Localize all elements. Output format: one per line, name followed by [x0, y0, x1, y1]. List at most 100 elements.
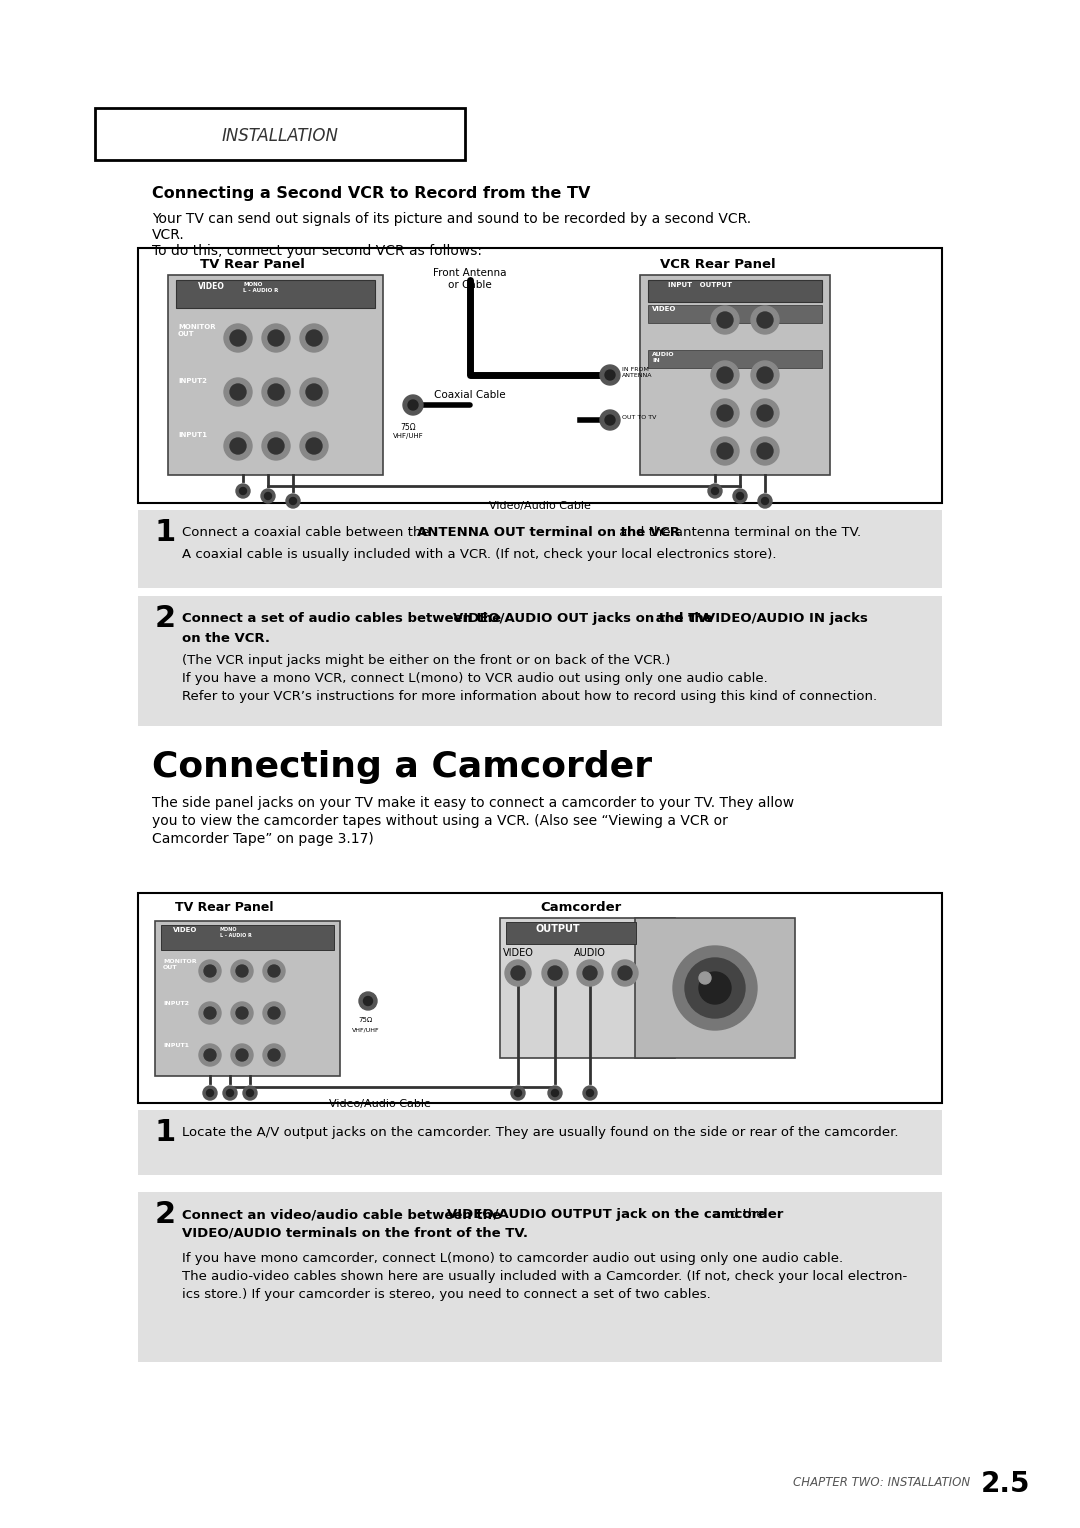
Circle shape [733, 489, 747, 503]
Circle shape [206, 1089, 214, 1097]
Circle shape [237, 1050, 248, 1060]
Circle shape [240, 487, 246, 495]
Circle shape [224, 377, 252, 406]
Circle shape [711, 361, 739, 390]
Circle shape [711, 437, 739, 465]
Circle shape [231, 1002, 253, 1024]
Circle shape [286, 494, 300, 507]
Circle shape [265, 492, 271, 500]
Circle shape [230, 439, 246, 454]
Text: 2: 2 [156, 604, 176, 633]
Circle shape [246, 1089, 254, 1097]
Circle shape [230, 330, 246, 345]
Circle shape [757, 405, 773, 422]
FancyBboxPatch shape [138, 248, 942, 503]
Text: If you have a mono VCR, connect L(mono) to VCR audio out using only one audio ca: If you have a mono VCR, connect L(mono) … [183, 672, 768, 685]
Circle shape [758, 494, 772, 507]
Circle shape [237, 1007, 248, 1019]
Circle shape [717, 367, 733, 384]
Text: AUDIO
IN: AUDIO IN [652, 351, 675, 362]
Circle shape [230, 384, 246, 400]
Text: INPUT2: INPUT2 [178, 377, 207, 384]
Circle shape [548, 1086, 562, 1100]
Circle shape [227, 1089, 233, 1097]
Circle shape [199, 1002, 221, 1024]
Circle shape [199, 960, 221, 983]
Circle shape [268, 384, 284, 400]
FancyBboxPatch shape [648, 280, 822, 303]
Circle shape [264, 1044, 285, 1067]
Text: ANTENNA OUT terminal on the VCR: ANTENNA OUT terminal on the VCR [417, 526, 680, 539]
Circle shape [403, 396, 423, 416]
Text: INPUT2: INPUT2 [163, 1001, 189, 1005]
FancyBboxPatch shape [138, 596, 942, 726]
Text: Video/Audio Cable: Video/Audio Cable [489, 501, 591, 510]
Circle shape [300, 324, 328, 351]
Text: VHF/UHF: VHF/UHF [352, 1027, 380, 1031]
FancyBboxPatch shape [156, 921, 340, 1076]
Circle shape [600, 410, 620, 429]
Circle shape [268, 330, 284, 345]
FancyBboxPatch shape [640, 275, 831, 475]
Circle shape [751, 306, 779, 335]
FancyBboxPatch shape [176, 280, 375, 309]
Circle shape [204, 966, 216, 976]
Text: ics store.) If your camcorder is stereo, you need to connect a set of two cables: ics store.) If your camcorder is stereo,… [183, 1288, 711, 1300]
Text: OUTPUT: OUTPUT [535, 924, 580, 934]
Circle shape [204, 1007, 216, 1019]
Circle shape [717, 312, 733, 329]
Circle shape [231, 1044, 253, 1067]
Text: MONO
L - AUDIO R: MONO L - AUDIO R [243, 283, 279, 293]
Circle shape [757, 443, 773, 458]
FancyBboxPatch shape [95, 108, 465, 160]
Circle shape [717, 443, 733, 458]
Circle shape [300, 432, 328, 460]
Text: VIDEO: VIDEO [502, 947, 534, 958]
Circle shape [264, 1002, 285, 1024]
Text: TV Rear Panel: TV Rear Panel [175, 902, 273, 914]
FancyBboxPatch shape [138, 510, 942, 588]
Circle shape [268, 1007, 280, 1019]
Circle shape [231, 960, 253, 983]
Circle shape [408, 400, 418, 410]
Text: VIDEO/AUDIO IN jacks: VIDEO/AUDIO IN jacks [705, 613, 868, 625]
Text: VIDEO: VIDEO [198, 283, 225, 290]
Circle shape [552, 1089, 558, 1097]
Circle shape [673, 946, 757, 1030]
Circle shape [708, 484, 723, 498]
Circle shape [751, 361, 779, 390]
Text: and the antenna terminal on the TV.: and the antenna terminal on the TV. [615, 526, 861, 539]
Text: TV Rear Panel: TV Rear Panel [200, 258, 305, 270]
Text: OUT TO TV: OUT TO TV [622, 416, 657, 420]
Text: VCR Rear Panel: VCR Rear Panel [660, 258, 775, 270]
Circle shape [262, 324, 291, 351]
Text: INPUT1: INPUT1 [178, 432, 207, 439]
Circle shape [359, 992, 377, 1010]
Text: The audio-video cables shown here are usually included with a Camcorder. (If not: The audio-video cables shown here are us… [183, 1270, 907, 1284]
Text: VIDEO/AUDIO OUT jacks on the TV: VIDEO/AUDIO OUT jacks on the TV [453, 613, 707, 625]
Circle shape [237, 966, 248, 976]
Text: Connecting a Camcorder: Connecting a Camcorder [152, 750, 652, 784]
Text: To do this, connect your second VCR as follows:: To do this, connect your second VCR as f… [152, 244, 482, 258]
Text: A coaxial cable is usually included with a VCR. (If not, check your local electr: A coaxial cable is usually included with… [183, 549, 777, 561]
Circle shape [600, 365, 620, 385]
Circle shape [577, 960, 603, 986]
Circle shape [605, 416, 615, 425]
Text: 75Ω: 75Ω [359, 1018, 373, 1024]
Text: VHF/UHF: VHF/UHF [393, 432, 423, 439]
Circle shape [605, 370, 615, 380]
Circle shape [268, 966, 280, 976]
Text: (The VCR input jacks might be either on the front or on back of the VCR.): (The VCR input jacks might be either on … [183, 654, 671, 668]
Circle shape [237, 484, 249, 498]
Circle shape [737, 492, 743, 500]
Circle shape [712, 487, 718, 495]
Text: 2.5: 2.5 [981, 1470, 1030, 1497]
Circle shape [699, 972, 731, 1004]
Text: 75Ω: 75Ω [401, 423, 416, 432]
Circle shape [711, 306, 739, 335]
Text: and the: and the [708, 1209, 765, 1221]
Text: MONO
L - AUDIO R: MONO L - AUDIO R [220, 927, 252, 938]
Text: MONITOR
OUT: MONITOR OUT [178, 324, 216, 338]
Text: Connecting a Second VCR to Record from the TV: Connecting a Second VCR to Record from t… [152, 186, 591, 202]
Circle shape [751, 437, 779, 465]
